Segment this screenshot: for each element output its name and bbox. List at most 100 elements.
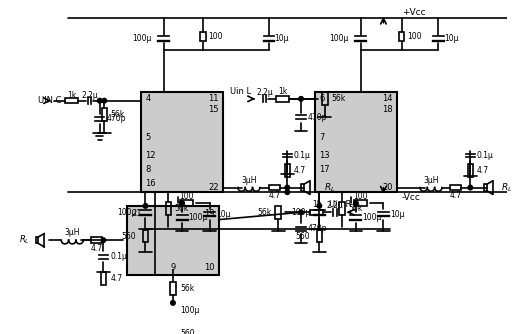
Text: 3µH: 3µH	[423, 176, 439, 185]
Bar	[484, 184, 487, 191]
Bar	[450, 185, 461, 190]
Bar	[165, 202, 171, 215]
Text: 9: 9	[170, 263, 175, 272]
Text: 100µ: 100µ	[291, 208, 310, 217]
Text: 1k: 1k	[278, 87, 287, 96]
Circle shape	[101, 238, 105, 242]
Text: 10: 10	[204, 263, 214, 272]
Text: 3µH: 3µH	[241, 176, 257, 185]
Bar	[65, 98, 78, 104]
Text: 56k: 56k	[331, 94, 346, 103]
Text: 10µ: 10µ	[390, 210, 404, 219]
Circle shape	[102, 99, 107, 103]
Text: 100µ: 100µ	[189, 213, 208, 222]
Circle shape	[299, 210, 303, 214]
Text: 19: 19	[204, 209, 214, 218]
Text: 100: 100	[179, 192, 194, 201]
Bar	[316, 230, 322, 242]
Text: 56k: 56k	[111, 110, 125, 119]
Bar	[399, 32, 404, 41]
Text: 4: 4	[145, 94, 151, 103]
Bar	[340, 202, 345, 215]
Circle shape	[468, 185, 473, 190]
Text: +Vcc: +Vcc	[402, 8, 425, 17]
Text: 4.7: 4.7	[476, 166, 489, 175]
Text: 20: 20	[382, 183, 393, 192]
Text: 470p: 470p	[307, 224, 327, 233]
Circle shape	[299, 97, 303, 101]
Text: 100µ: 100µ	[117, 208, 136, 217]
Text: 4.7: 4.7	[91, 244, 103, 253]
Text: 18: 18	[382, 105, 393, 114]
Circle shape	[180, 201, 184, 205]
Bar	[141, 92, 223, 192]
Circle shape	[285, 185, 289, 190]
Text: -Vcc: -Vcc	[402, 193, 421, 202]
Text: 56k: 56k	[349, 204, 363, 213]
Text: 470p: 470p	[106, 115, 126, 124]
Text: 4.7: 4.7	[294, 166, 306, 175]
Bar	[269, 185, 280, 190]
Text: 10µ: 10µ	[444, 34, 458, 43]
Text: 56k: 56k	[175, 204, 189, 213]
Circle shape	[285, 190, 289, 194]
Bar	[101, 272, 106, 285]
Bar	[315, 92, 397, 192]
Text: 6: 6	[320, 94, 325, 103]
Text: 4.7: 4.7	[268, 191, 280, 200]
Text: 10µ: 10µ	[275, 34, 289, 43]
Bar	[322, 93, 328, 105]
Bar	[200, 32, 206, 41]
Text: 0.1µ: 0.1µ	[111, 252, 128, 261]
Text: 22: 22	[208, 183, 219, 192]
Circle shape	[171, 301, 175, 305]
Bar	[143, 230, 148, 242]
Bar	[102, 108, 107, 121]
Text: 1k: 1k	[67, 91, 76, 100]
Circle shape	[354, 201, 358, 205]
Text: 15: 15	[208, 105, 219, 114]
Text: 4.7: 4.7	[449, 191, 462, 200]
Text: 560: 560	[296, 231, 310, 240]
Text: 560: 560	[122, 231, 136, 240]
Bar	[180, 200, 193, 206]
Text: 0.1µ: 0.1µ	[294, 151, 311, 160]
Bar	[127, 206, 219, 275]
Text: 470p: 470p	[307, 113, 327, 122]
Circle shape	[143, 204, 148, 208]
Text: 10µ: 10µ	[216, 210, 231, 219]
Text: $R_L$: $R_L$	[324, 181, 335, 194]
Text: 100: 100	[354, 192, 368, 201]
Text: 100µ: 100µ	[132, 34, 152, 43]
Text: 3µH: 3µH	[65, 228, 80, 237]
Bar	[276, 206, 281, 219]
Bar	[170, 328, 175, 334]
Text: 56k: 56k	[258, 208, 272, 217]
Text: 1k: 1k	[312, 200, 321, 209]
Text: 5: 5	[145, 133, 151, 142]
Bar	[467, 164, 473, 177]
Bar	[92, 237, 102, 243]
Text: 12: 12	[145, 151, 156, 160]
Bar	[302, 184, 304, 191]
Bar	[285, 164, 290, 177]
Text: Uin L: Uin L	[229, 87, 251, 96]
Text: $R_L$: $R_L$	[501, 181, 513, 194]
Bar	[276, 96, 289, 102]
Text: 100: 100	[407, 32, 422, 41]
Text: UIN C: UIN C	[38, 96, 62, 105]
Text: 100µ: 100µ	[329, 34, 349, 43]
Text: 2.2µ: 2.2µ	[81, 91, 98, 100]
Bar	[310, 209, 323, 215]
Bar	[354, 200, 367, 206]
Text: 560: 560	[180, 330, 195, 334]
Text: 4.7: 4.7	[111, 274, 123, 283]
Text: 100µ: 100µ	[363, 213, 382, 222]
Text: 8: 8	[145, 165, 151, 174]
Text: 11: 11	[208, 94, 219, 103]
Text: 16: 16	[145, 178, 156, 187]
Text: Uin R: Uin R	[329, 200, 351, 209]
Text: $R_L$: $R_L$	[19, 234, 29, 246]
Text: 21: 21	[132, 209, 142, 218]
Text: 14: 14	[382, 94, 393, 103]
